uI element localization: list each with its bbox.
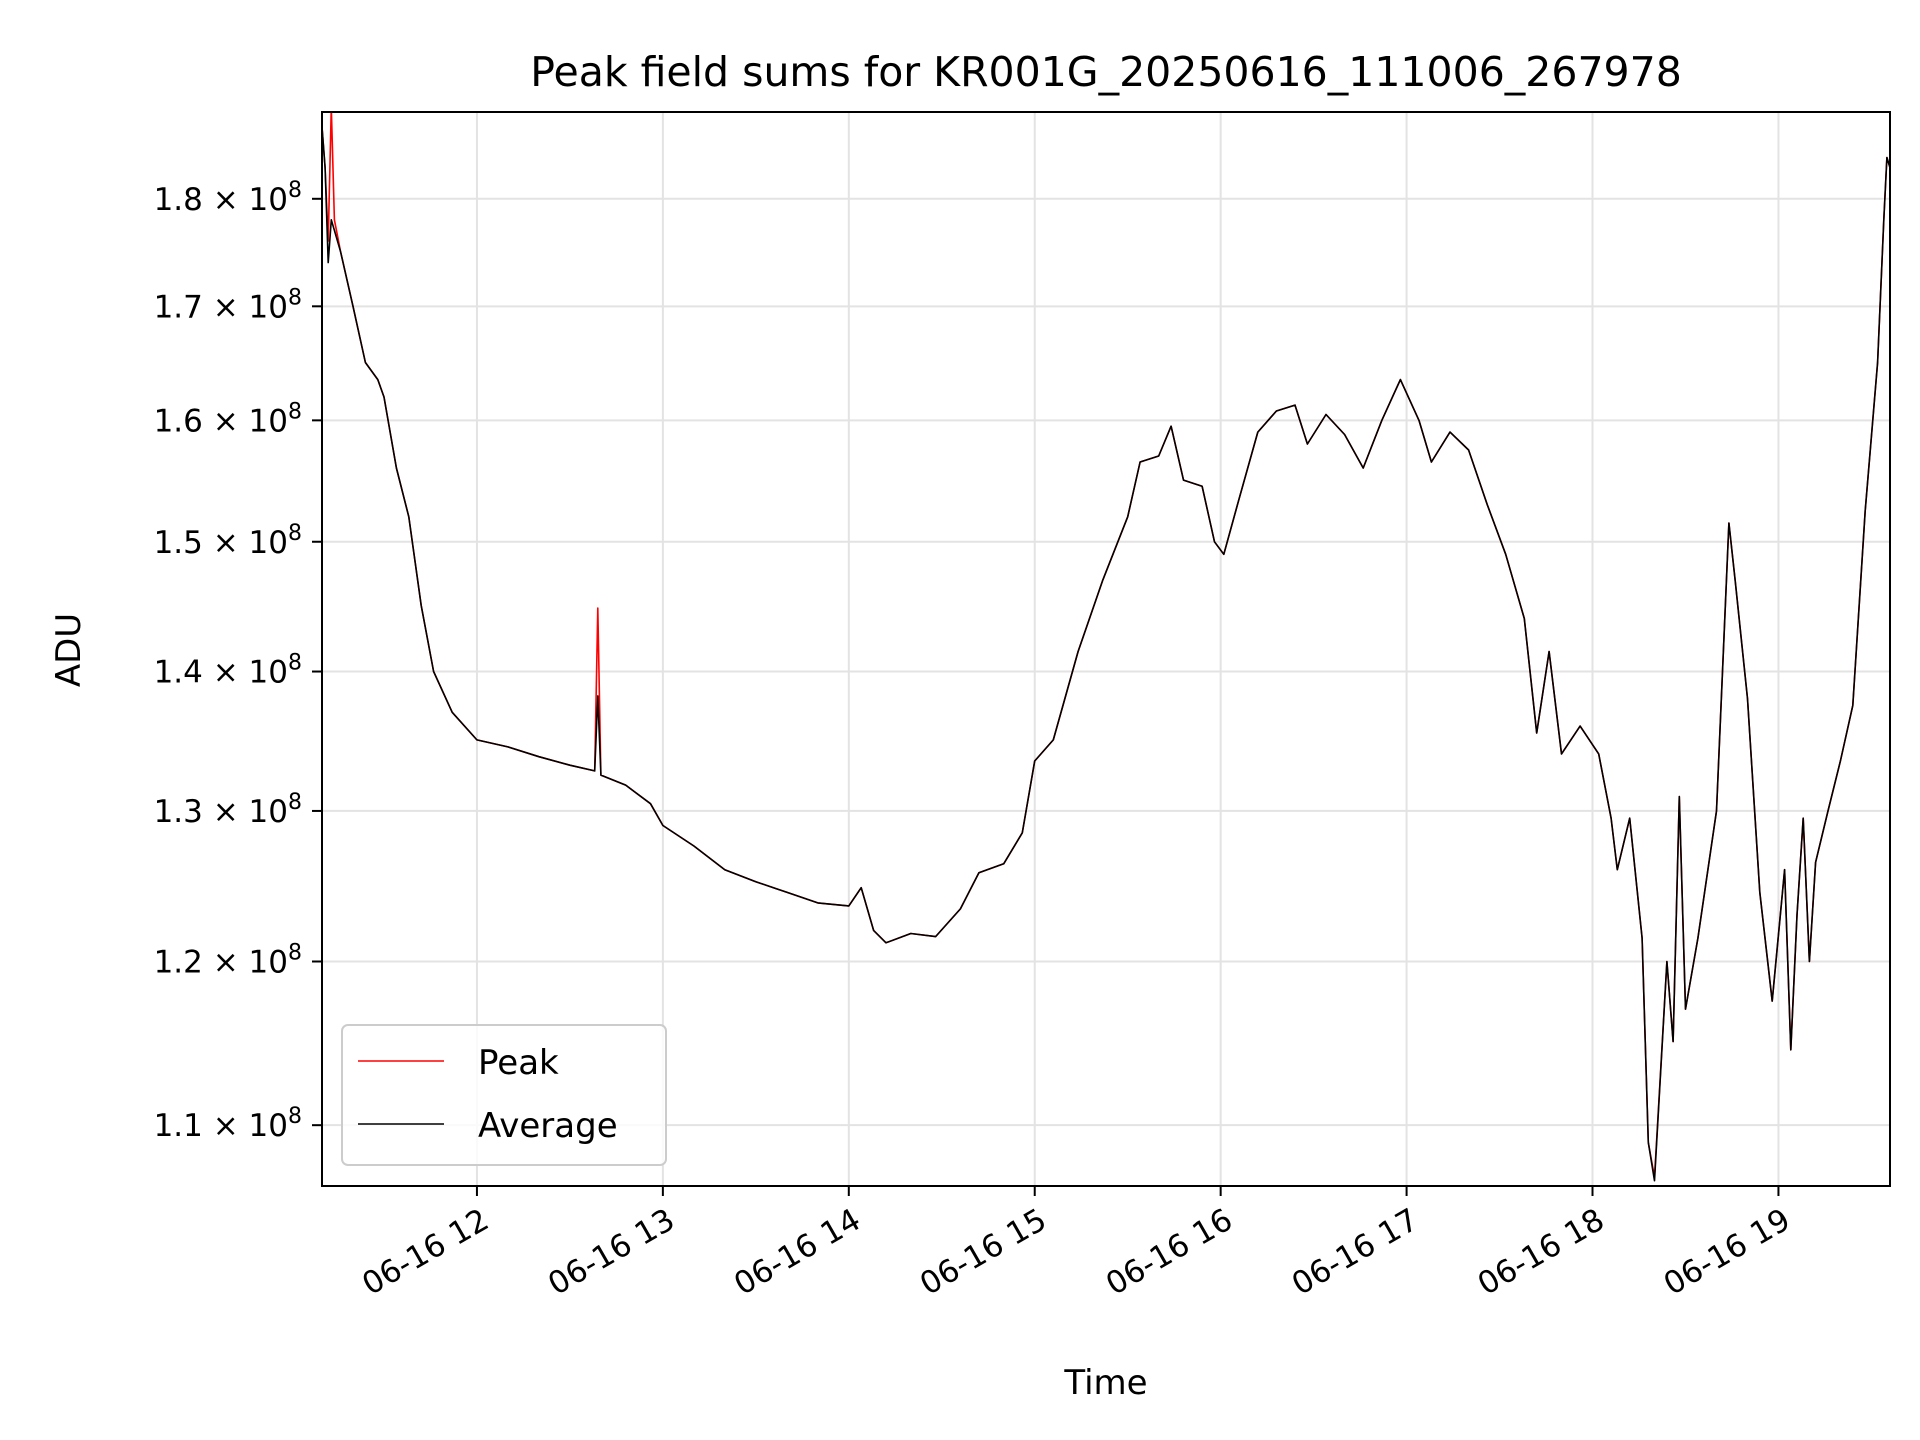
plot-lines [322,112,1890,1182]
legend: Peak Average [341,1024,667,1166]
x-axis-label: Time [1063,1363,1147,1403]
legend-label-peak: Peak [478,1043,559,1083]
y-tick-label: 1.8 × 108 [154,178,302,218]
legend-frame [341,1024,667,1166]
grid [322,112,1890,1186]
plot-area-frame [321,111,1891,1187]
y-axis-ticks: 1.1 × 108 1.2 × 108 1.3 × 108 1.4 × 108 1.5 … [154,178,322,1144]
y-tick-label: 1.2 × 108 [154,941,302,981]
y-axis-label: ADU [49,613,89,687]
legend-label-average: Average [478,1106,618,1146]
y-tick-label: 1.5 × 108 [154,521,302,561]
y-tick-label: 1.1 × 108 [154,1104,302,1144]
series-line-average [322,126,1890,1182]
y-tick-label: 1.6 × 108 [154,399,302,439]
y-tick-label: 1.4 × 108 [154,651,302,691]
y-tick-label: 1.3 × 108 [154,790,302,830]
y-tick-label: 1.7 × 108 [154,285,302,325]
chart-title: Peak field sums for KR001G_20250616_1110… [530,48,1682,96]
